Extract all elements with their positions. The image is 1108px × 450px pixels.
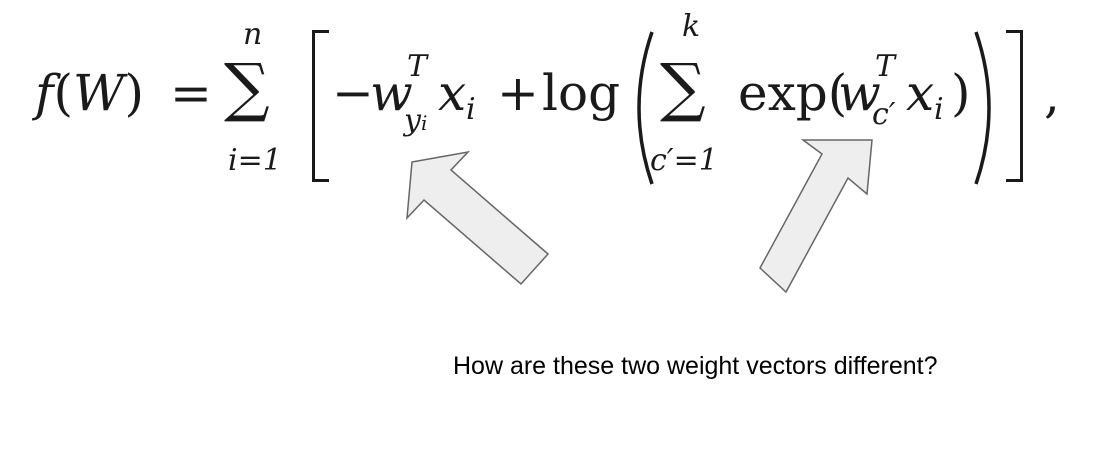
w-c-symbol: w	[838, 64, 881, 122]
log-operator: log	[542, 64, 621, 122]
x-i-symbol-1: x	[438, 64, 467, 122]
right-square-bracket	[1006, 30, 1023, 182]
sum1-symbol: ∑	[224, 51, 270, 125]
w-c-subscript: c′	[872, 97, 896, 132]
trailing-comma: ,	[1044, 66, 1060, 124]
f-symbol: f	[35, 64, 54, 122]
left-arrow	[406, 150, 550, 286]
equals-sign: =	[170, 64, 212, 122]
formula-lhs: f(W)	[35, 68, 144, 118]
big-right-paren	[974, 31, 991, 185]
big-left-paren	[637, 31, 654, 185]
w-yi-subscript: yi	[404, 103, 428, 138]
plus-sign: +	[497, 64, 539, 122]
w-yi-superscript: T	[407, 49, 428, 84]
right-arrow	[759, 139, 873, 294]
x-i-subscript-1: i	[466, 92, 476, 127]
minus-sign: −	[332, 64, 374, 122]
W-symbol: W	[73, 64, 125, 122]
sum2-lower-limit: c′=1	[650, 143, 718, 178]
exp-close-paren: )	[951, 64, 971, 122]
lhs-close-paren: )	[124, 64, 144, 122]
w-c-superscript: T	[875, 49, 896, 84]
exp-operator: exp(	[738, 64, 848, 122]
sum2-upper-limit: k	[682, 9, 701, 44]
x-i-symbol-2: x	[906, 64, 935, 122]
w-yi-symbol: w	[370, 64, 413, 122]
lhs-open-paren: (	[53, 64, 74, 122]
sum1-lower-limit: i=1	[228, 143, 282, 178]
sum1-upper-limit: n	[243, 17, 263, 52]
question-caption: How are these two weight vectors differe…	[453, 352, 938, 380]
left-square-bracket	[312, 30, 329, 182]
x-i-subscript-2: i	[934, 92, 944, 127]
sum2-symbol: ∑	[660, 51, 706, 125]
